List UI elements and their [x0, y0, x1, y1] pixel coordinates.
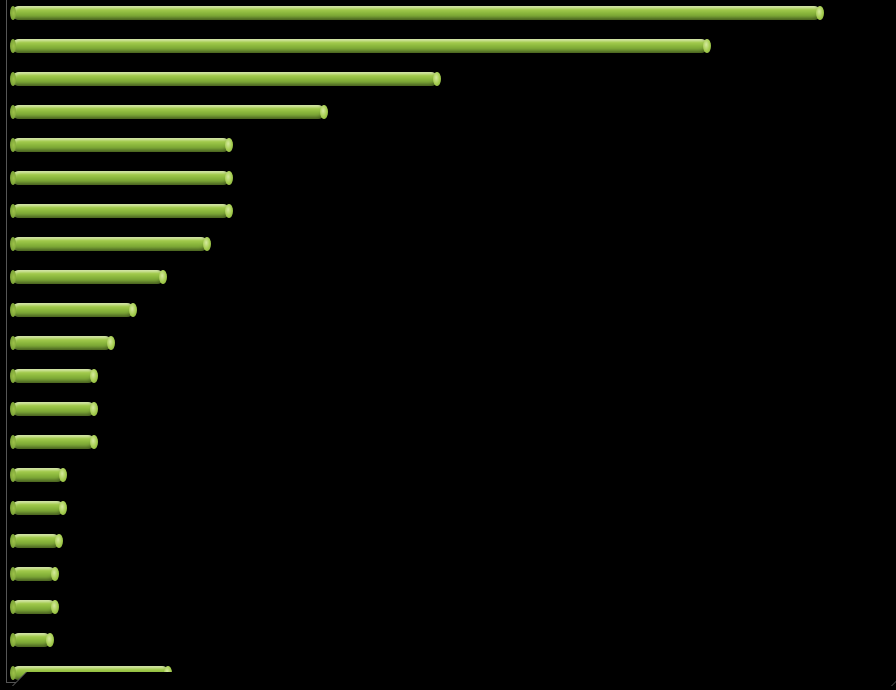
chart-floor: [12, 672, 896, 686]
bar-row: [12, 105, 882, 119]
bar-row: [12, 72, 882, 86]
bar: [12, 336, 112, 350]
bars-container: [12, 6, 882, 680]
bar-row: [12, 567, 882, 581]
bar-row: [12, 204, 882, 218]
bar: [12, 369, 95, 383]
bar: [12, 303, 134, 317]
bar-row: [12, 633, 882, 647]
bar-row: [12, 435, 882, 449]
bar: [12, 138, 230, 152]
bar: [12, 501, 64, 515]
bar-row: [12, 600, 882, 614]
bar-row: [12, 468, 882, 482]
bar: [12, 534, 60, 548]
bar-row: [12, 171, 882, 185]
bar: [12, 72, 438, 86]
bar: [12, 171, 230, 185]
bar-row: [12, 237, 882, 251]
bar-row: [12, 369, 882, 383]
bar: [12, 105, 325, 119]
bar-chart: [0, 0, 896, 690]
bar: [12, 270, 164, 284]
bar-row: [12, 534, 882, 548]
bar: [12, 600, 56, 614]
bar: [12, 402, 95, 416]
bar-row: [12, 336, 882, 350]
bar: [12, 435, 95, 449]
bar-row: [12, 39, 882, 53]
bar-row: [12, 6, 882, 20]
bar-row: [12, 138, 882, 152]
bar-row: [12, 501, 882, 515]
bar: [12, 468, 64, 482]
bar: [12, 633, 51, 647]
bar-row: [12, 303, 882, 317]
bar-row: [12, 270, 882, 284]
bar-row: [12, 402, 882, 416]
bar: [12, 39, 708, 53]
bar: [12, 567, 56, 581]
bar: [12, 6, 821, 20]
bar: [12, 204, 230, 218]
bar: [12, 237, 208, 251]
